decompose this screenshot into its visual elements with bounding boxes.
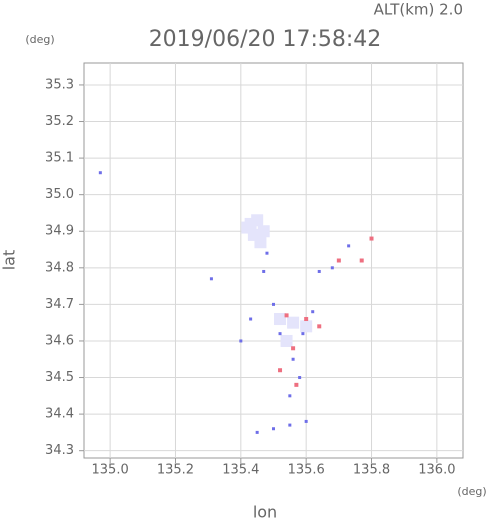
y-axis-label: lat <box>0 250 19 271</box>
echo-point <box>304 317 309 322</box>
echo-point <box>278 368 283 373</box>
echo-point <box>254 236 267 249</box>
x-tick-label: 135.4 <box>222 463 259 478</box>
echo-point <box>272 427 275 431</box>
echo-point <box>300 320 313 333</box>
x-tick-label: 135.0 <box>92 463 129 478</box>
y-tick-label: 35.3 <box>45 77 74 92</box>
echo-point <box>278 332 282 336</box>
y-tick-label: 35.1 <box>45 151 74 166</box>
echo-point <box>280 334 293 347</box>
echo-point <box>294 382 299 387</box>
y-tick-label: 34.9 <box>45 224 74 239</box>
echo-point <box>251 214 264 227</box>
y-tick-label: 35.2 <box>45 114 74 129</box>
echo-point <box>274 313 287 326</box>
echo-point <box>287 316 300 329</box>
echo-point <box>369 236 374 241</box>
echo-point <box>288 423 292 427</box>
echo-point <box>317 269 321 273</box>
echo-point <box>272 302 275 306</box>
echo-point <box>291 357 295 361</box>
echo-point <box>249 317 253 321</box>
echo-point <box>257 225 270 238</box>
y-tick-label: 34.3 <box>45 443 74 458</box>
echo-point <box>265 251 269 255</box>
x-tick-label: 136.0 <box>418 463 455 478</box>
y-tick-label: 34.6 <box>45 333 74 348</box>
echo-point <box>209 277 213 281</box>
y-tick-label: 35.0 <box>45 187 74 202</box>
echo-point <box>241 221 254 234</box>
y-tick-label: 34.8 <box>45 260 74 275</box>
subtitle: ALT(km) 2.0 <box>374 1 463 19</box>
echo-point <box>311 310 315 314</box>
echo-point <box>304 419 308 423</box>
echo-point <box>262 269 266 273</box>
x-axis-label: lon <box>253 503 277 521</box>
y-unit: (deg) <box>25 33 54 46</box>
y-tick-label: 34.4 <box>45 407 74 422</box>
echo-point <box>336 258 341 263</box>
echo-point <box>255 430 259 434</box>
plot-frame <box>83 62 464 459</box>
x-tick-label: 135.6 <box>288 463 325 478</box>
y-tick-label: 34.7 <box>45 297 74 312</box>
echo-point <box>291 346 296 351</box>
echo-point <box>359 258 364 263</box>
echo-point <box>298 376 302 380</box>
echo-point <box>284 313 289 318</box>
echo-point <box>347 244 351 248</box>
y-tick-label: 34.5 <box>45 370 74 385</box>
echo-point <box>317 324 322 329</box>
echo-point <box>288 394 292 398</box>
echo-point <box>301 332 305 336</box>
echo-point <box>239 339 243 343</box>
chart-title: 2019/06/20 17:58:42 <box>149 27 382 52</box>
x-tick-label: 135.2 <box>157 463 194 478</box>
echo-point <box>98 171 102 175</box>
x-tick-label: 135.8 <box>353 463 390 478</box>
x-unit: (deg) <box>457 485 486 498</box>
echo-point <box>330 266 334 270</box>
